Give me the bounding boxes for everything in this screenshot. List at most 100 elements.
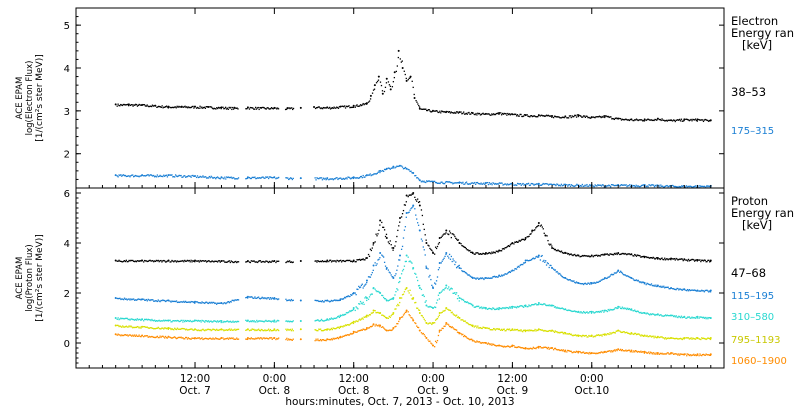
data-point	[336, 337, 338, 339]
data-point	[581, 312, 583, 314]
data-point	[490, 253, 492, 255]
data-point	[596, 254, 598, 256]
data-point	[655, 353, 657, 355]
data-point	[411, 80, 413, 82]
data-point	[326, 299, 329, 302]
data-point	[547, 304, 549, 307]
data-point	[390, 167, 392, 170]
data-point	[145, 318, 148, 320]
data-point	[595, 116, 597, 118]
data-point	[663, 119, 665, 121]
data-point	[394, 245, 396, 247]
data-point	[603, 311, 605, 313]
data-point	[128, 104, 130, 107]
data-point	[477, 112, 479, 114]
data-point	[683, 119, 685, 122]
series-47–68	[114, 192, 712, 264]
data-point	[620, 307, 623, 310]
data-point	[577, 310, 580, 313]
data-point	[290, 298, 293, 301]
data-point	[248, 261, 251, 263]
data-point	[266, 320, 268, 322]
data-point	[174, 260, 177, 262]
data-point	[317, 177, 319, 180]
data-point	[335, 177, 337, 179]
data-point	[552, 304, 555, 307]
data-point	[621, 252, 624, 255]
data-point	[667, 286, 669, 288]
data-point	[333, 260, 335, 262]
data-point	[617, 348, 620, 351]
data-point	[344, 296, 346, 299]
data-point	[700, 119, 702, 121]
data-point	[179, 175, 181, 177]
data-point	[389, 85, 392, 87]
data-point	[600, 351, 602, 353]
data-point	[379, 81, 382, 83]
data-point	[171, 337, 173, 339]
data-point	[187, 175, 190, 177]
data-point	[204, 329, 206, 332]
data-point	[156, 300, 159, 303]
data-point	[370, 274, 373, 276]
data-point	[533, 303, 535, 306]
data-point	[235, 260, 237, 263]
data-point	[398, 320, 400, 323]
data-point	[575, 334, 577, 336]
data-point	[524, 304, 527, 307]
data-point	[267, 320, 269, 322]
data-point	[334, 337, 336, 340]
data-point	[647, 352, 649, 354]
data-point	[389, 272, 391, 274]
data-point	[484, 277, 486, 279]
data-point	[566, 117, 568, 119]
data-point	[483, 307, 485, 309]
data-point	[507, 112, 509, 115]
data-point	[603, 277, 606, 279]
data-point	[421, 214, 424, 217]
data-point	[506, 328, 508, 331]
data-point	[620, 184, 623, 186]
data-point	[162, 335, 164, 337]
data-point	[703, 185, 706, 188]
data-point	[252, 107, 254, 109]
data-point	[393, 76, 396, 79]
data-point	[561, 185, 563, 187]
data-point	[509, 329, 512, 332]
data-point	[537, 303, 540, 306]
data-point	[127, 103, 130, 106]
data-point	[122, 325, 124, 327]
data-point	[157, 259, 159, 262]
data-point	[231, 329, 233, 331]
data-point	[143, 104, 145, 106]
data-point	[322, 329, 325, 332]
data-point	[181, 327, 183, 330]
data-point	[125, 298, 128, 300]
data-point	[545, 114, 548, 116]
data-point	[687, 119, 690, 121]
data-point	[316, 300, 318, 302]
data-point	[694, 260, 696, 262]
data-point	[521, 238, 523, 241]
data-point	[566, 278, 568, 280]
data-point	[488, 307, 490, 309]
data-point	[277, 328, 279, 331]
data-point	[627, 349, 630, 351]
data-point	[701, 337, 703, 339]
data-point	[288, 178, 291, 180]
data-point	[121, 334, 123, 336]
data-point	[405, 309, 408, 312]
data-point	[343, 297, 345, 300]
data-point	[227, 338, 230, 340]
data-point	[184, 319, 187, 322]
data-point	[676, 353, 678, 355]
data-point	[268, 337, 271, 339]
data-point	[114, 317, 117, 319]
data-point	[659, 336, 661, 338]
data-point	[118, 297, 120, 300]
data-point	[450, 236, 452, 239]
data-point	[569, 309, 572, 312]
data-point	[226, 301, 229, 303]
data-point	[455, 329, 457, 331]
data-point	[595, 282, 597, 284]
